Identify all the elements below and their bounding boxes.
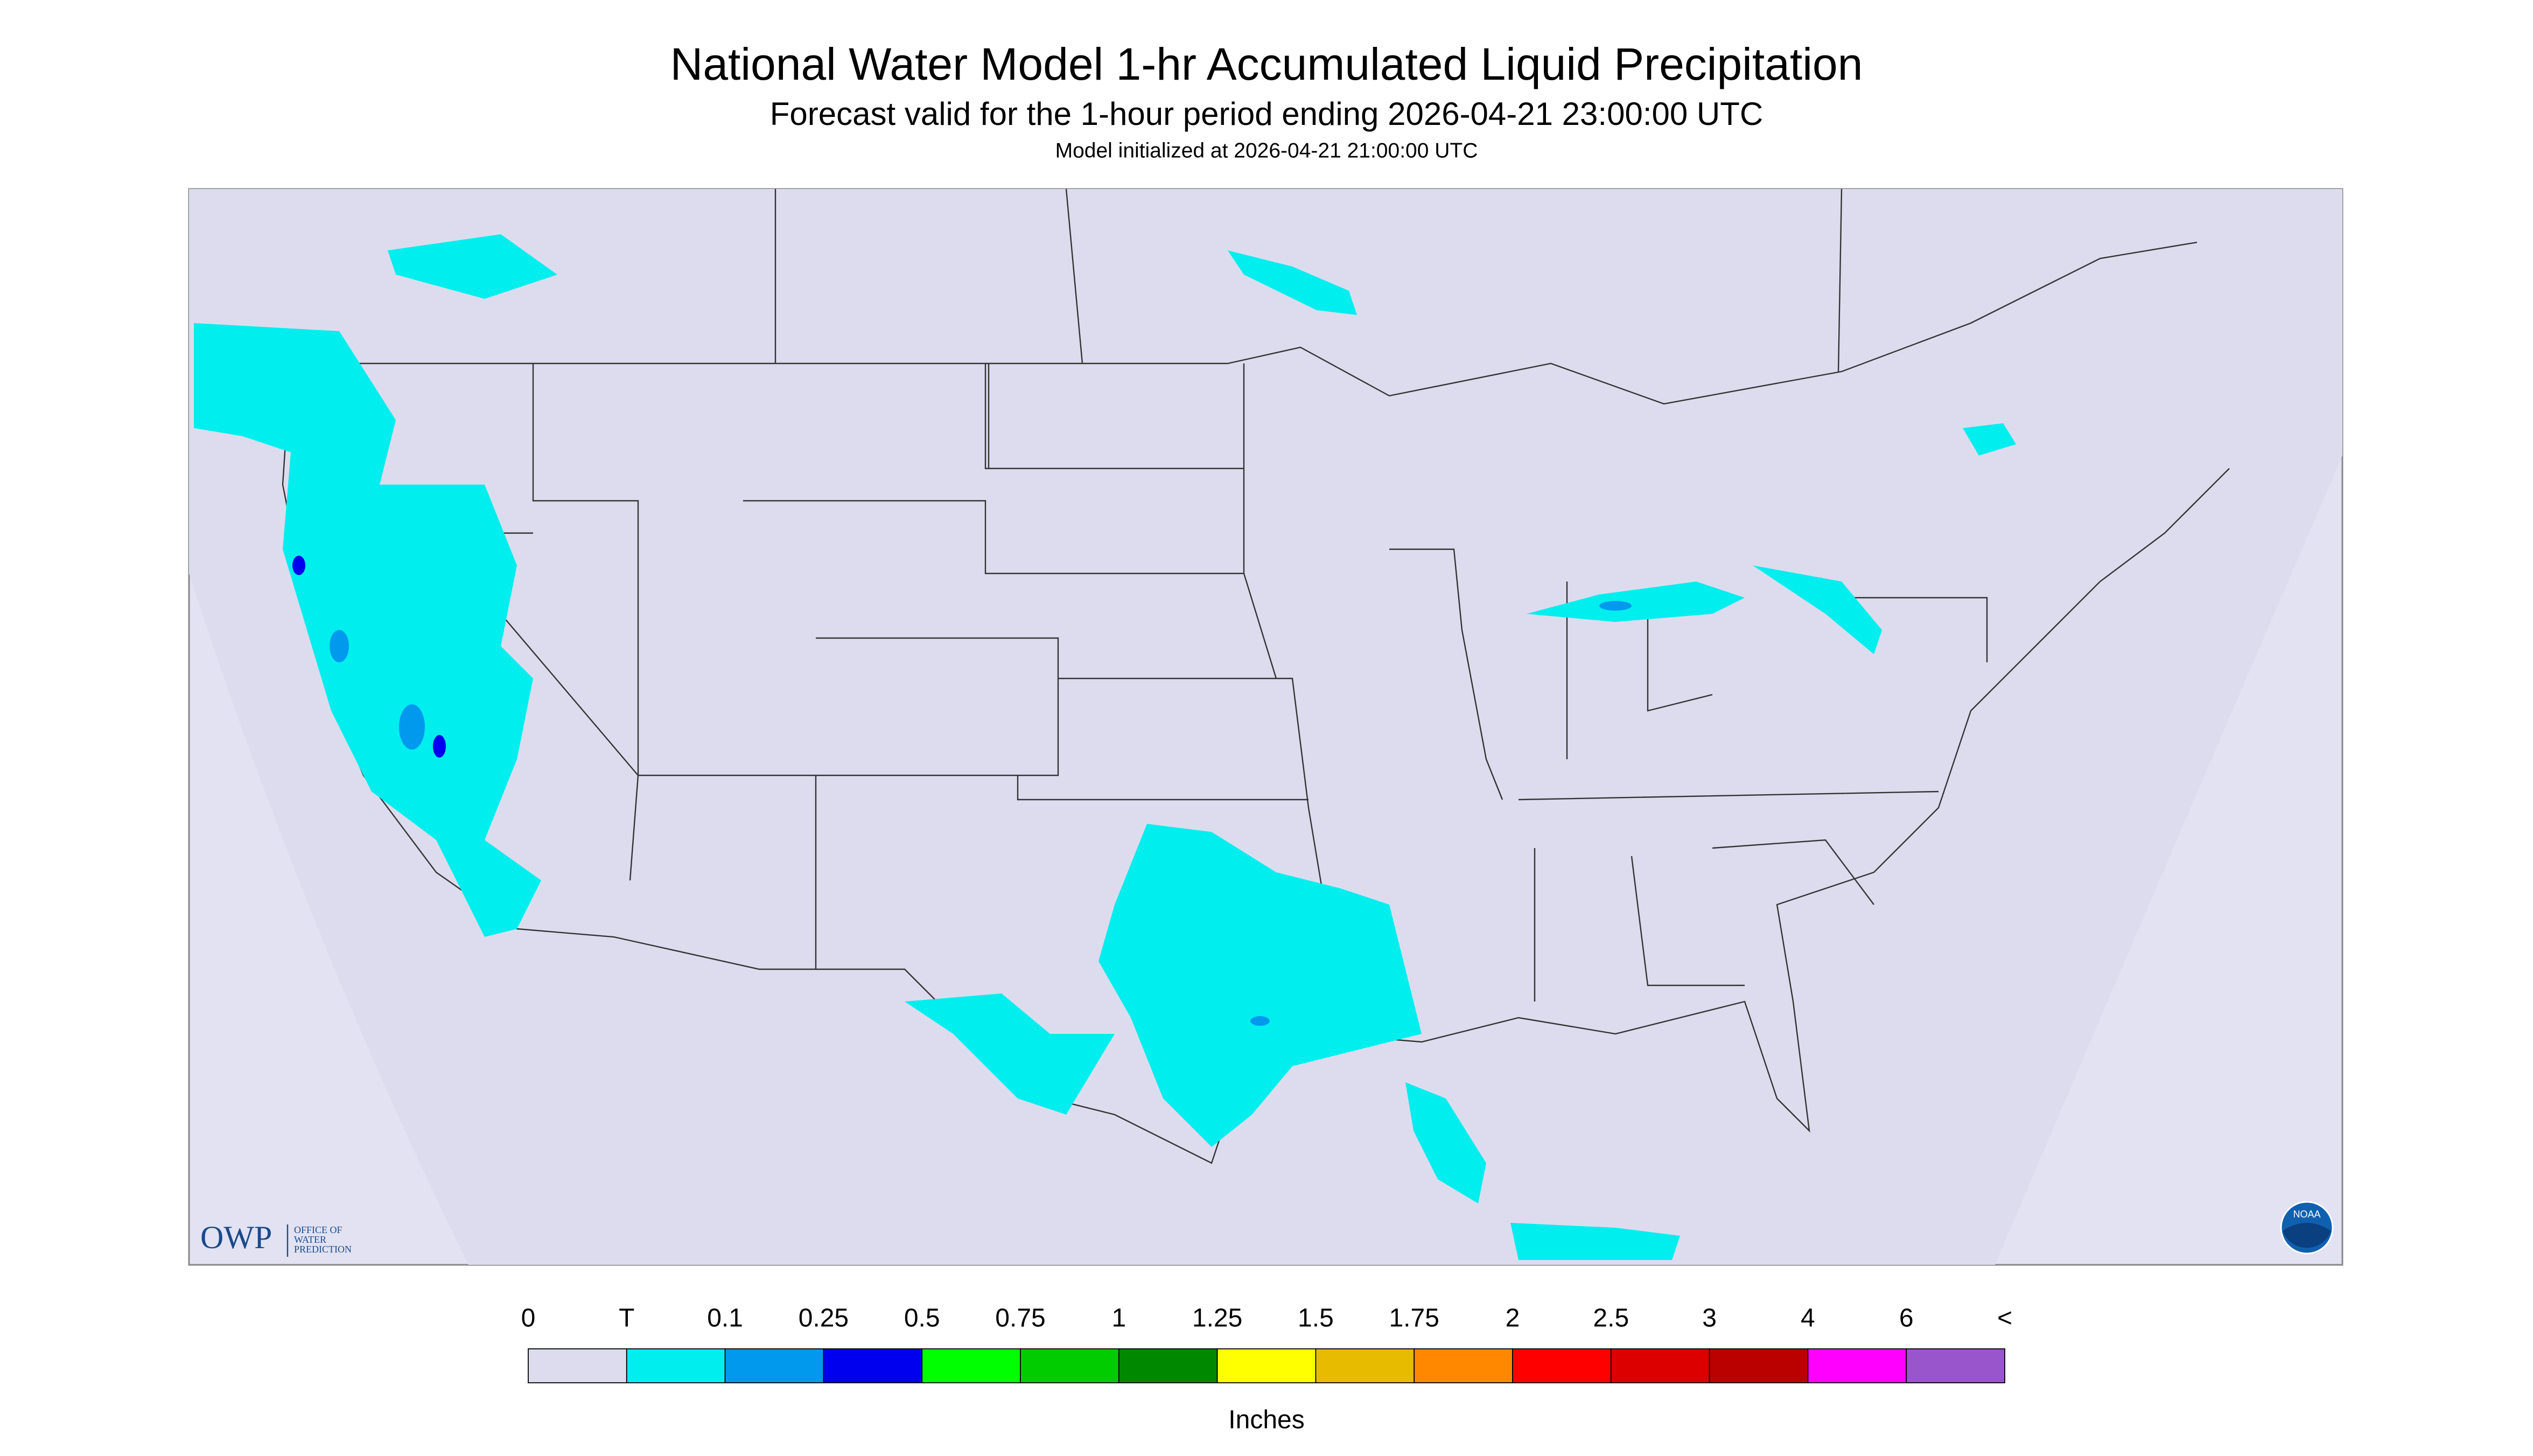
legend-label: 0.25 (799, 1304, 849, 1333)
legend-label: 4 (1801, 1304, 1815, 1333)
legend-swatch (1216, 1348, 1317, 1383)
legend: 0 T 0.1 0.25 0.5 0.75 1 1.25 1.5 1.75 2 2.5 3 4 6 < (521, 1304, 2012, 1383)
legend-label: 2 (1506, 1304, 1520, 1333)
legend-label: 0.75 (995, 1304, 1045, 1333)
legend-label: 3 (1702, 1304, 1717, 1333)
owp-logo-text: OFFICE OF (294, 1224, 342, 1235)
legend-label: 1.25 (1192, 1304, 1242, 1333)
legend-swatch (1414, 1348, 1513, 1383)
projection-domain (189, 189, 2342, 1265)
owp-logo-text: PREDICTION (294, 1244, 352, 1255)
legend-swatch (528, 1348, 627, 1383)
legend-label: 1 (1111, 1304, 1126, 1333)
legend-swatch (626, 1348, 726, 1383)
legend-swatch (1315, 1348, 1415, 1383)
legend-label: 1.75 (1389, 1304, 1439, 1333)
legend-label: 0 (521, 1304, 536, 1333)
owp-logo: OWP OFFICE OF WATER PREDICTION (200, 1220, 352, 1257)
noaa-logo: NOAA (2280, 1201, 2334, 1255)
legend-swatch (921, 1348, 1021, 1383)
owp-logo-text: WATER (294, 1234, 326, 1245)
legend-label: 1.5 (1298, 1304, 1334, 1333)
legend-label: 0.5 (904, 1304, 940, 1333)
legend-label: 6 (1899, 1304, 1914, 1333)
legend-swatch (1118, 1348, 1218, 1383)
legend-label: 2.5 (1593, 1304, 1629, 1333)
legend-swatch (1610, 1348, 1710, 1383)
subtitle: Forecast valid for the 1-hour period end… (770, 96, 1763, 132)
init-time: Model initialized at 2026-04-21 21:00:00… (1055, 139, 1478, 162)
title: National Water Model 1-hr Accumulated Li… (670, 39, 1863, 89)
legend-label: 0.1 (707, 1304, 743, 1333)
map: OWP OFFICE OF WATER PREDICTION NOAA (188, 188, 2343, 1266)
legend-swatch (724, 1348, 824, 1383)
legend-swatch (1906, 1348, 2005, 1383)
legend-swatch (823, 1348, 923, 1383)
legend-swatch (1807, 1348, 1907, 1383)
legend-swatch (1020, 1348, 1119, 1383)
precipitation (194, 234, 2016, 1261)
owp-logo-mark: OWP (200, 1220, 272, 1255)
legend-units: Inches (1228, 1406, 1304, 1434)
legend-label: < (1997, 1304, 2012, 1333)
noaa-logo-text: NOAA (2293, 1209, 2320, 1220)
legend-label: T (619, 1304, 634, 1333)
legend-swatch (1512, 1348, 1612, 1383)
legend-swatch (1709, 1348, 1809, 1383)
